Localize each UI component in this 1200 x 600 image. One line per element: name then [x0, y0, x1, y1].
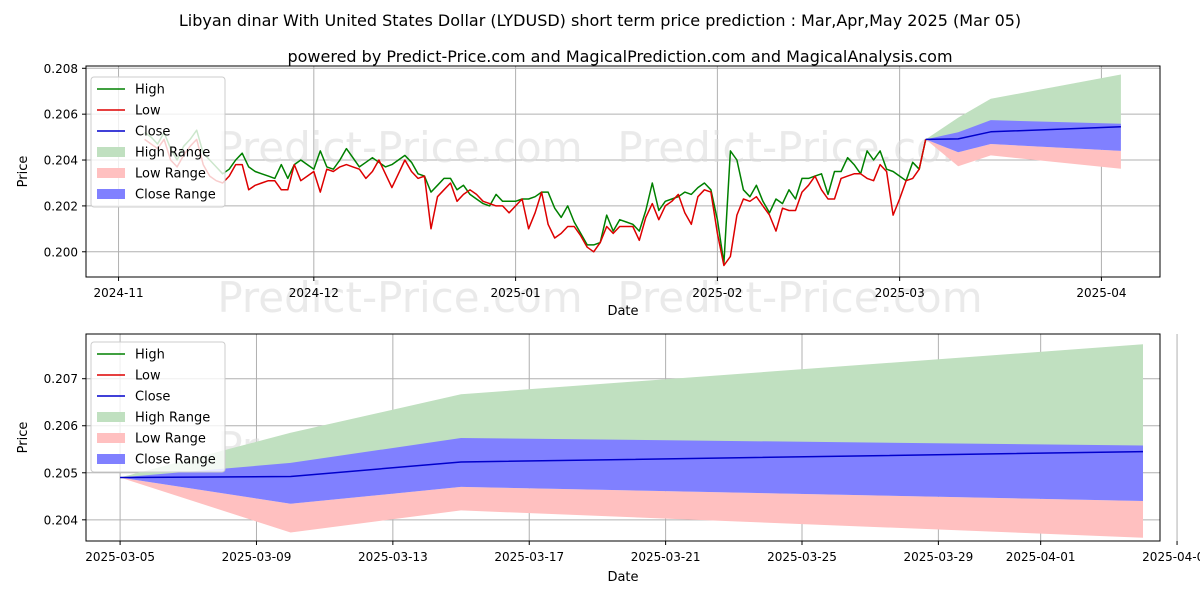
axes-frame — [85, 65, 1161, 278]
axes-frame — [85, 333, 1161, 542]
legend-label-bottom: High Range — [135, 411, 210, 426]
x-axis-label: Date — [607, 570, 638, 585]
x-tick-label: 2025-01 — [491, 286, 541, 300]
legend-swatch-patch — [97, 189, 125, 199]
bottom-panel: Predict-Price.comPredict-Price.com2025-0… — [16, 333, 1200, 585]
x-tick-label: 2025-03-13 — [358, 550, 428, 564]
top-panel: Predict-Price.com Predict-Price.com Predic… — [16, 62, 1161, 322]
watermark-top: Predict-Price.com — [217, 273, 582, 322]
legend-label-bottom: Close — [135, 390, 170, 405]
x-tick-label: 2025-03-21 — [631, 550, 701, 564]
x-tick-label: 2025-03-25 — [767, 550, 837, 564]
y-axis-label: Price — [16, 422, 31, 454]
legend-swatch-patch — [97, 147, 125, 157]
x-tick-label: 2025-04-05 — [1142, 550, 1200, 564]
low-line — [144, 138, 927, 267]
legend-label-bottom: High — [135, 348, 165, 363]
x-tick-label: 2025-04-01 — [1006, 550, 1076, 564]
y-tick-label: 0.208 — [44, 62, 78, 76]
x-tick-label: 2024-12 — [289, 286, 339, 300]
y-tick-label: 0.207 — [44, 372, 78, 386]
low-range-band — [120, 477, 1144, 538]
legend-swatch-patch — [97, 168, 125, 178]
watermark-top: Predict-Price.com — [217, 123, 582, 172]
x-tick-label: 2025-03-09 — [222, 550, 292, 564]
legend-label-bottom: Low — [135, 369, 161, 384]
legend-label-top: Close — [135, 125, 170, 140]
x-tick-label: 2025-02 — [692, 286, 742, 300]
close-line — [925, 126, 1121, 141]
y-tick-label: 0.204 — [44, 154, 78, 168]
high-line — [144, 129, 927, 264]
chart-title: Libyan dinar With United States Dollar (… — [179, 11, 1021, 30]
legend-swatch-patch — [97, 454, 125, 464]
y-tick-label: 0.205 — [44, 466, 78, 480]
chart-subtitle: powered by Predict-Price.com and Magical… — [287, 47, 952, 66]
low-range-band — [925, 139, 1121, 169]
x-tick-label: 2025-03 — [875, 286, 925, 300]
y-tick-label: 0.204 — [44, 513, 78, 527]
x-tick-label: 2024-11 — [93, 286, 143, 300]
legend-label-top: Low Range — [135, 167, 206, 182]
watermark-top: Predict-Price.com — [617, 123, 982, 172]
legend-swatch-patch — [97, 412, 125, 422]
legend-label-top: High Range — [135, 146, 210, 161]
y-tick-label: 0.206 — [44, 108, 78, 122]
watermark-top: Predict-Price.com — [617, 273, 982, 322]
y-axis-label: Price — [16, 156, 31, 188]
x-tick-label: 2025-03-05 — [85, 550, 155, 564]
y-tick-label: 0.206 — [44, 419, 78, 433]
legend-label-bottom: Close Range — [135, 453, 216, 468]
x-axis-label: Date — [607, 304, 638, 319]
close-line — [120, 450, 1144, 479]
legend-label-top: Low — [135, 104, 161, 119]
x-tick-label: 2025-03-17 — [494, 550, 564, 564]
legend-swatch-patch — [97, 433, 125, 443]
y-tick-label: 0.202 — [44, 199, 78, 213]
x-tick-label: 2025-04 — [1076, 286, 1126, 300]
x-tick-label: 2025-03-29 — [904, 550, 974, 564]
legend-label-bottom: Low Range — [135, 432, 206, 447]
y-tick-label: 0.200 — [44, 245, 78, 259]
close-range-band — [120, 438, 1144, 504]
legend-label-top: High — [135, 83, 165, 98]
legend-label-top: Close Range — [135, 188, 216, 203]
